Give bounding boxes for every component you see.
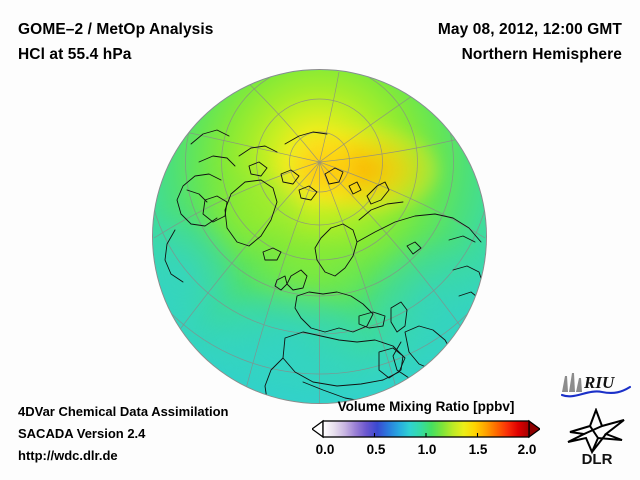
colorbar: Volume Mixing Ratio [ppbv] bbox=[312, 399, 540, 462]
coastlines bbox=[164, 129, 484, 403]
region-label: Northern Hemisphere bbox=[461, 46, 622, 63]
colorbar-max-arrow bbox=[528, 419, 540, 439]
dlr-wordmark: DLR bbox=[582, 451, 613, 466]
colorbar-min-arrow bbox=[312, 419, 324, 439]
header-left: GOME–2 / MetOp Analysis HCl at 55.4 hPa bbox=[18, 17, 214, 67]
colorbar-title: Volume Mixing Ratio [ppbv] bbox=[337, 399, 515, 414]
riu-tower-icon bbox=[562, 373, 582, 392]
colorbar-tick-3: 1.5 bbox=[468, 442, 488, 457]
dataset-title: GOME–2 / MetOp Analysis bbox=[18, 21, 214, 38]
method-label: 4DVar Chemical Data Assimilation bbox=[18, 404, 229, 419]
map-overlay bbox=[153, 70, 486, 403]
footer-credits: 4DVar Chemical Data Assimilation SACADA … bbox=[18, 401, 229, 467]
hcl-anomaly-africa bbox=[212, 289, 360, 390]
colorbar-tick-2: 1.0 bbox=[417, 442, 437, 457]
website-url: http://wdc.dlr.de bbox=[18, 448, 118, 463]
dlr-logo: DLR bbox=[566, 408, 628, 466]
riu-swoosh-icon bbox=[560, 385, 632, 398]
hcl-anomaly-atlantic bbox=[153, 216, 233, 330]
globe-map bbox=[153, 70, 486, 403]
timestamp-label: May 08, 2012, 12:00 GMT bbox=[437, 21, 622, 38]
colorbar-tick-1: 0.5 bbox=[366, 442, 386, 457]
riu-wordmark: RIU bbox=[583, 373, 615, 392]
colorbar-tick-4: 2.0 bbox=[517, 442, 537, 457]
species-level-label: HCl at 55.4 hPa bbox=[18, 46, 132, 63]
colorbar-tick-labels: 0.0 0.5 1.0 1.5 2.0 bbox=[312, 442, 540, 462]
globe-disc bbox=[153, 70, 486, 403]
colorbar-tick-0: 0.0 bbox=[315, 442, 335, 457]
hcl-anomaly-east-asia bbox=[372, 243, 486, 357]
dlr-emblem-icon bbox=[567, 408, 625, 455]
colorbar-bar bbox=[312, 419, 540, 439]
header-right: May 08, 2012, 12:00 GMT Northern Hemisph… bbox=[438, 17, 622, 67]
riu-logo: RIU bbox=[560, 372, 632, 400]
version-label: SACADA Version 2.4 bbox=[18, 426, 146, 441]
colorbar-tick-marks bbox=[373, 433, 479, 437]
graticule-lines bbox=[153, 70, 486, 403]
